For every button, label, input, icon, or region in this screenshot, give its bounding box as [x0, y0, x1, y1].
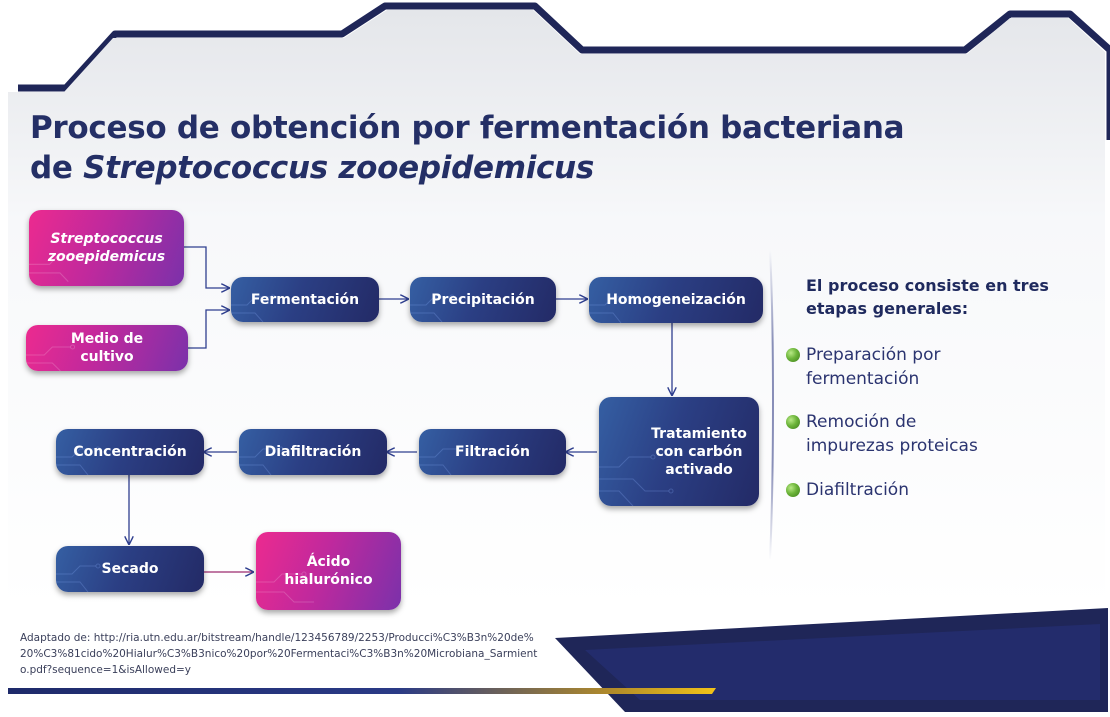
node-acido-label: Ácido hialurónico — [284, 554, 373, 588]
node-streptococcus-label: Streptococcus zooepidemicus — [47, 231, 166, 265]
source-citation: Adaptado de: http://ria.utn.edu.ar/bitst… — [20, 632, 538, 676]
circuit-pattern — [26, 344, 76, 371]
node-filtracion-label: Filtración — [455, 444, 530, 460]
node-tratamiento-label: Tratamiento con carbón activado — [651, 425, 747, 478]
node-medio-cultivo: Medio de cultivo — [26, 325, 188, 371]
sidebar-heading: El proceso consiste en tres etapas gener… — [806, 276, 1049, 318]
green-dot-icon — [786, 483, 800, 497]
circuit-pattern — [256, 571, 314, 603]
circuit-pattern — [231, 294, 276, 322]
bullet-item: Preparación por fermentación — [786, 343, 1086, 391]
node-diafiltracion-label: Diafiltración — [264, 444, 362, 460]
node-secado: Secado — [56, 546, 204, 592]
title-prefix: de — [30, 150, 84, 186]
circuit-pattern — [589, 294, 634, 323]
node-tratamiento: Tratamiento con carbón activado — [599, 397, 759, 506]
circuit-pattern — [599, 454, 674, 506]
node-diafiltracion: Diafiltración — [239, 429, 387, 475]
node-homogeneizacion: Homogeneización — [589, 277, 763, 323]
bullet-text: Preparación por fermentación — [806, 345, 941, 389]
page-title: Proceso de obtención por fermentación ba… — [30, 108, 1030, 188]
circuit-pattern — [56, 563, 101, 592]
title-line-1: Proceso de obtención por fermentación ba… — [30, 110, 905, 146]
circuit-pattern — [29, 252, 86, 283]
bullet-text: Remoción de impurezas proteicas — [806, 412, 978, 456]
bullet-text: Diafiltración — [806, 480, 909, 500]
node-homogeneizacion-label: Homogeneización — [606, 292, 746, 308]
node-concentracion: Concentración — [56, 429, 204, 475]
node-medio-cultivo-label: Medio de cultivo — [70, 331, 144, 365]
node-acido-hialuronico: Ácido hialurónico — [256, 532, 401, 610]
circuit-pattern — [239, 446, 284, 475]
green-dot-icon — [786, 415, 800, 429]
green-dot-icon — [786, 348, 800, 362]
node-concentracion-label: Concentración — [73, 444, 187, 460]
bullet-item: Remoción de impurezas proteicas — [786, 410, 1086, 458]
circuit-pattern — [56, 446, 101, 475]
node-fermentacion: Fermentación — [231, 277, 379, 322]
node-secado-label: Secado — [101, 561, 159, 577]
circuit-pattern — [419, 446, 464, 475]
node-precipitacion-label: Precipitación — [431, 291, 535, 308]
title-line-2: de Streptococcus zooepidemicus — [30, 148, 1030, 188]
node-streptococcus: Streptococcus zooepidemicus — [29, 210, 184, 286]
node-filtracion: Filtración — [419, 429, 566, 475]
node-fermentacion-label: Fermentación — [250, 291, 360, 308]
bullet-item: Diafiltración — [786, 478, 1086, 502]
circuit-pattern — [410, 294, 455, 322]
title-species: Streptococcus zooepidemicus — [83, 150, 595, 186]
node-precipitacion: Precipitación — [410, 277, 556, 322]
